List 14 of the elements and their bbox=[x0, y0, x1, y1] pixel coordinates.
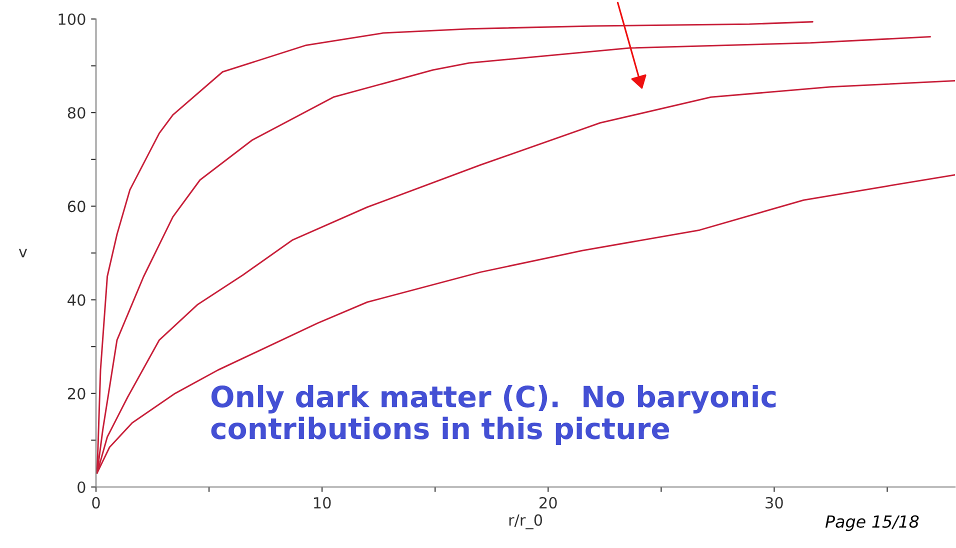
y-axis-title: v bbox=[18, 248, 28, 258]
x-tick-label: 0 bbox=[92, 496, 100, 509]
y-tick-label: 80 bbox=[68, 107, 86, 119]
text: Page 15/18 bbox=[825, 515, 919, 532]
y-tick-label: 40 bbox=[68, 294, 86, 306]
x-tick-label: 30 bbox=[766, 496, 783, 509]
x-tick-label: 20 bbox=[540, 496, 557, 509]
y-tick-label: 60 bbox=[68, 200, 86, 212]
annotation: Only dark matter (C). No baryonic contributions in this picture bbox=[211, 385, 776, 446]
y-tick-label: 100 bbox=[58, 13, 86, 26]
x-tick-label: 10 bbox=[314, 496, 331, 509]
y-tick-label: 20 bbox=[68, 388, 86, 400]
x-axis-title: r/r_0 bbox=[509, 514, 542, 530]
y-tick-label: 0 bbox=[78, 481, 86, 494]
